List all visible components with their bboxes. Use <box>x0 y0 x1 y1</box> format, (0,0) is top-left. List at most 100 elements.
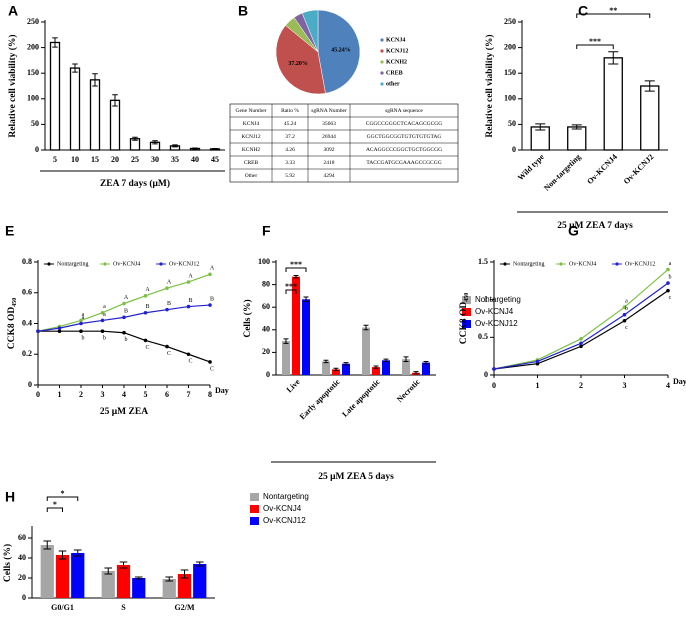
error-bar <box>192 147 198 150</box>
error-bar <box>92 73 98 87</box>
point-label: C <box>188 359 192 365</box>
error-bar <box>112 94 118 107</box>
error-bar <box>323 359 329 364</box>
table-cell: KCNJ12 <box>241 134 261 140</box>
error-bar <box>413 371 419 375</box>
x-tick-label: 6 <box>165 390 169 399</box>
x-tick-label: 5 <box>144 390 148 399</box>
table-cell: ACAGGCCCGGCTGCTGGCGG <box>366 147 442 153</box>
y-axis-label-text: Relative cell viability (%) <box>7 34 18 137</box>
point <box>208 360 212 364</box>
point-label: C <box>167 351 171 357</box>
error-bar <box>383 358 389 362</box>
y-tick-label: 150 <box>27 68 39 77</box>
error-bar <box>52 37 58 48</box>
x-tick-label: S <box>121 603 126 612</box>
bar <box>372 367 380 375</box>
point <box>186 280 191 284</box>
error-bar <box>363 324 369 331</box>
table-cell: CGGCCGGGCTCACAGCGCGG <box>366 121 442 127</box>
x-tick-label: Wild type <box>516 152 546 182</box>
error-bar <box>333 367 339 371</box>
error-bar <box>43 540 52 550</box>
bar <box>322 361 330 375</box>
y-tick-label: 0.6 <box>22 288 32 297</box>
legend-label: KCNH2 <box>386 59 407 65</box>
panel-letter: A <box>8 3 18 19</box>
y-tick-label: 0 <box>512 145 516 154</box>
bar <box>49 41 61 151</box>
table-cell: 5.92 <box>285 173 295 179</box>
point-label: b <box>103 336 106 342</box>
bar <box>342 363 350 375</box>
pie-slice <box>301 9 319 53</box>
y-tick-label: 150 <box>504 68 516 77</box>
y-tick-label: 50 <box>31 119 39 128</box>
legend-marker <box>380 38 384 42</box>
point <box>208 303 212 307</box>
point <box>579 341 583 346</box>
y-axis-label-subscript: 450 <box>12 298 18 307</box>
legend-label: Ov-KCNJ12 <box>625 261 655 267</box>
x-tick-label: 35 <box>171 155 179 164</box>
x-axis-label: 25 μM ZEA 5 days <box>318 472 394 482</box>
significance-label: *** <box>285 282 297 291</box>
x-axis-label: 25 μM ZEA <box>100 407 148 417</box>
bar <box>101 571 115 598</box>
point <box>579 337 583 341</box>
x-tick-label: 3 <box>623 381 627 390</box>
y-axis-label: CCK8 OD450 <box>7 298 18 350</box>
legend-marker <box>380 49 384 53</box>
y-tick-label: 0.4 <box>22 318 32 327</box>
error-bar <box>373 365 379 369</box>
point <box>208 272 212 277</box>
x-tick-label: Necrotic <box>395 377 422 404</box>
y-tick-label: 50 <box>508 119 516 128</box>
error-bar <box>535 123 546 131</box>
error-bar <box>293 275 299 279</box>
x-tick-label: 5 <box>53 155 57 164</box>
point <box>100 329 105 333</box>
legend-label: Nontargeting <box>475 295 521 304</box>
series-line <box>38 330 211 363</box>
panel-letter: B <box>238 3 248 19</box>
error-bar <box>343 362 349 366</box>
x-tick-label: Live <box>285 377 302 394</box>
table-cell: 37.2 <box>285 134 295 140</box>
bar <box>640 85 660 151</box>
x-tick-label: 4 <box>666 381 670 390</box>
significance-bracket <box>576 13 651 18</box>
point <box>666 288 670 293</box>
legend-marker <box>380 71 384 75</box>
bar <box>40 545 54 598</box>
table-cell: GGCTGGCGGTGTGTGTGTAG <box>367 134 442 140</box>
point <box>122 301 126 306</box>
pie-value-label: 37.20% <box>288 61 308 67</box>
point-label: A <box>188 273 193 279</box>
legend-marker <box>47 262 51 266</box>
y-tick-label: 0.5 <box>478 332 488 341</box>
point-label: a <box>82 312 85 318</box>
legend-marker <box>380 82 384 86</box>
table-cell: KCNH2 <box>242 147 261 153</box>
y-tick-label: 200 <box>27 42 39 51</box>
table-cell: 4294 <box>324 173 335 179</box>
error-bar <box>403 356 409 362</box>
x-tick-label: Ov-KCNJ2 <box>622 152 656 186</box>
point <box>622 318 627 323</box>
legend-marker <box>380 60 384 64</box>
table-cell: 3092 <box>324 147 335 153</box>
significance-label: ** <box>609 6 617 15</box>
legend-swatch <box>250 517 259 525</box>
point-label: b <box>125 337 128 343</box>
point-label: A <box>124 295 129 301</box>
point <box>666 267 670 272</box>
error-bar <box>152 140 158 145</box>
point-label: A <box>210 266 215 272</box>
y-tick-label: 0 <box>266 370 270 379</box>
point-label: c <box>625 325 628 331</box>
point-label: a <box>625 299 628 305</box>
x-tick-label: 0 <box>36 390 40 399</box>
point <box>36 329 40 333</box>
point-label: a <box>103 304 106 310</box>
